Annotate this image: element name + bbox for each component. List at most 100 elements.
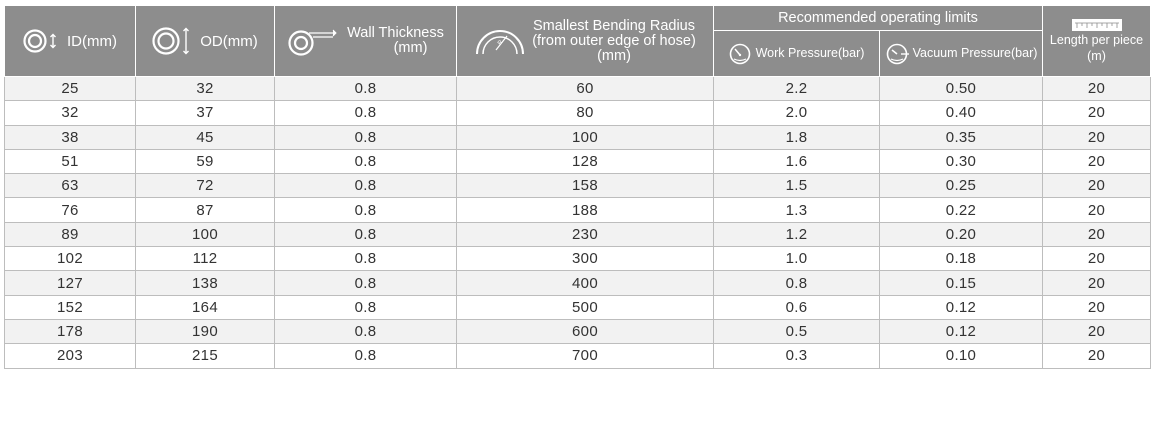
cell-wall-thickness: 0.8	[274, 173, 457, 199]
cell-vacuum-pressure: 0.25	[879, 173, 1043, 199]
cell-bending-radius: 400	[456, 270, 714, 296]
cell-id: 76	[4, 197, 136, 223]
wall-thickness-icon	[287, 26, 339, 56]
cell-bending-radius: 80	[456, 100, 714, 126]
header-bend-line3: (mm)	[597, 47, 631, 64]
cell-od: 87	[135, 197, 275, 223]
cell-length: 20	[1042, 197, 1151, 223]
header-od: OD(mm)	[135, 5, 275, 77]
cell-work-pressure: 1.2	[713, 221, 880, 248]
vacuum-gauge-icon	[885, 43, 911, 65]
cell-length: 20	[1042, 173, 1151, 199]
cell-od: 190	[135, 318, 275, 345]
cell-bending-radius: 230	[456, 221, 714, 248]
table-row: 32 37 0.8 80 2.0 0.40 20	[4, 100, 1151, 126]
cell-vacuum-pressure: 0.10	[879, 343, 1043, 369]
header-bending-radius: R Smallest Bending Radius (from outer ed…	[456, 5, 714, 77]
header-vacuum-pressure-label: Vacuum Pressure(bar)	[912, 46, 1038, 60]
cell-length: 20	[1042, 221, 1151, 248]
cell-wall-thickness: 0.8	[274, 318, 457, 345]
cell-work-pressure: 2.0	[713, 100, 880, 126]
cell-vacuum-pressure: 0.35	[879, 124, 1043, 150]
header-vacuum-pressure: Vacuum Pressure(bar)	[879, 30, 1043, 77]
cell-wall-thickness: 0.8	[274, 100, 457, 126]
cell-vacuum-pressure: 0.12	[879, 318, 1043, 345]
cell-bending-radius: 60	[456, 75, 714, 102]
header-work-pressure: Work Pressure(bar)	[713, 30, 880, 77]
cell-bending-radius: 600	[456, 318, 714, 345]
cell-id: 89	[4, 221, 136, 248]
cell-od: 138	[135, 270, 275, 296]
cell-length: 20	[1042, 246, 1151, 272]
cell-wall-thickness: 0.8	[274, 246, 457, 272]
od-diameter-icon	[152, 26, 190, 56]
table-row: 51 59 0.8 128 1.6 0.30 20	[4, 148, 1151, 175]
cell-wall-thickness: 0.8	[274, 294, 457, 320]
cell-id: 203	[4, 343, 136, 369]
cell-id: 38	[4, 124, 136, 150]
cell-length: 20	[1042, 318, 1151, 345]
cell-id: 152	[4, 294, 136, 320]
bending-radius-icon: R	[474, 26, 526, 56]
cell-id: 102	[4, 246, 136, 272]
cell-wall-thickness: 0.8	[274, 148, 457, 175]
header-wall-thickness: Wall Thickness (mm)	[274, 5, 457, 77]
cell-od: 72	[135, 173, 275, 199]
cell-od: 215	[135, 343, 275, 369]
ruler-icon	[1071, 19, 1122, 31]
cell-id: 51	[4, 148, 136, 175]
cell-wall-thickness: 0.8	[274, 75, 457, 102]
header-length-line1: Length per piece	[1049, 33, 1144, 47]
cell-vacuum-pressure: 0.22	[879, 197, 1043, 223]
cell-length: 20	[1042, 148, 1151, 175]
cell-wall-thickness: 0.8	[274, 221, 457, 248]
table-row: 25 32 0.8 60 2.2 0.50 20	[4, 75, 1151, 102]
cell-work-pressure: 1.3	[713, 197, 880, 223]
table-row: 127 138 0.8 400 0.8 0.15 20	[4, 270, 1151, 296]
cell-length: 20	[1042, 124, 1151, 150]
cell-work-pressure: 0.6	[713, 294, 880, 320]
spec-table-container: ID(mm) OD(mm)	[4, 5, 1151, 436]
table-row: 63 72 0.8 158 1.5 0.25 20	[4, 173, 1151, 199]
cell-vacuum-pressure: 0.15	[879, 270, 1043, 296]
cell-work-pressure: 1.8	[713, 124, 880, 150]
cell-wall-thickness: 0.8	[274, 197, 457, 223]
pressure-gauge-icon	[729, 43, 751, 65]
cell-bending-radius: 300	[456, 246, 714, 272]
cell-length: 20	[1042, 75, 1151, 102]
header-wall-line1: Wall Thickness	[347, 25, 444, 41]
cell-work-pressure: 0.3	[713, 343, 880, 369]
cell-vacuum-pressure: 0.40	[879, 100, 1043, 126]
cell-vacuum-pressure: 0.12	[879, 294, 1043, 320]
cell-bending-radius: 128	[456, 148, 714, 175]
header-id-label: ID(mm)	[67, 32, 117, 50]
table-row: 203 215 0.8 700 0.3 0.10 20	[4, 343, 1151, 369]
cell-id: 178	[4, 318, 136, 345]
cell-vacuum-pressure: 0.20	[879, 221, 1043, 248]
table-row: 38 45 0.8 100 1.8 0.35 20	[4, 124, 1151, 150]
header-operating-limits: Recommended operating limits	[713, 5, 1043, 31]
cell-wall-thickness: 0.8	[274, 124, 457, 150]
header-wall-line2: (mm)	[393, 40, 428, 56]
cell-vacuum-pressure: 0.18	[879, 246, 1043, 272]
table-row: 89 100 0.8 230 1.2 0.20 20	[4, 221, 1151, 248]
cell-bending-radius: 158	[456, 173, 714, 199]
cell-bending-radius: 188	[456, 197, 714, 223]
cell-id: 25	[4, 75, 136, 102]
cell-od: 164	[135, 294, 275, 320]
cell-od: 32	[135, 75, 275, 102]
table-row: 102 112 0.8 300 1.0 0.18 20	[4, 246, 1151, 272]
header-length-line2: (m)	[1087, 49, 1106, 63]
id-diameter-icon	[23, 28, 57, 54]
header-bend-line1: Smallest Bending Radius	[532, 17, 695, 34]
cell-vacuum-pressure: 0.30	[879, 148, 1043, 175]
hose-spec-table: ID(mm) OD(mm)	[4, 5, 1151, 369]
cell-id: 63	[4, 173, 136, 199]
table-row: 76 87 0.8 188 1.3 0.22 20	[4, 197, 1151, 223]
cell-length: 20	[1042, 100, 1151, 126]
cell-work-pressure: 1.6	[713, 148, 880, 175]
cell-bending-radius: 700	[456, 343, 714, 369]
table-row: 178 190 0.8 600 0.5 0.12 20	[4, 318, 1151, 345]
cell-length: 20	[1042, 270, 1151, 296]
cell-work-pressure: 0.5	[713, 318, 880, 345]
